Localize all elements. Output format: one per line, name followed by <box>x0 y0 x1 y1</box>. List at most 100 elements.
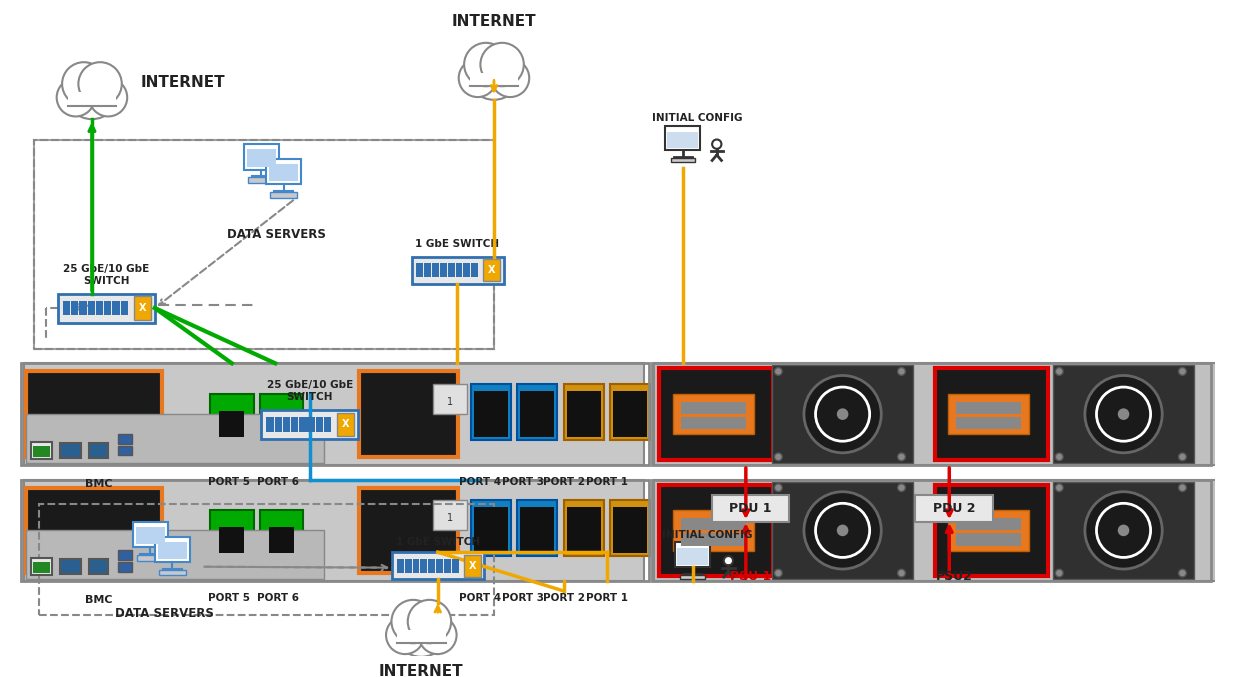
Bar <box>63 301 70 315</box>
Text: PORT 5: PORT 5 <box>207 477 249 487</box>
Bar <box>471 263 479 277</box>
Text: PORT 3: PORT 3 <box>502 593 544 603</box>
Bar <box>421 559 427 573</box>
Text: 25 GbE/10 GbE
SWITCH: 25 GbE/10 GbE SWITCH <box>63 264 149 286</box>
Bar <box>1054 481 1193 580</box>
Text: DATA SERVERS: DATA SERVERS <box>227 227 326 240</box>
Bar <box>673 510 754 550</box>
Bar <box>31 442 52 459</box>
Bar <box>118 562 132 571</box>
Bar <box>133 297 151 320</box>
Bar <box>72 301 79 315</box>
Circle shape <box>418 616 457 654</box>
Circle shape <box>897 453 906 461</box>
Bar <box>337 413 354 436</box>
Text: PORT 2: PORT 2 <box>543 593 585 603</box>
Bar <box>405 559 412 573</box>
Circle shape <box>491 59 529 97</box>
Bar <box>33 140 494 349</box>
Text: INITIAL CONFIG: INITIAL CONFIG <box>652 113 743 123</box>
Bar <box>359 487 458 573</box>
Bar <box>520 391 554 437</box>
Bar <box>89 443 109 458</box>
Bar <box>675 542 710 567</box>
Bar <box>137 555 164 561</box>
Bar <box>269 411 294 437</box>
Text: X: X <box>487 265 495 276</box>
Bar <box>397 559 404 573</box>
Circle shape <box>65 65 118 119</box>
Bar <box>267 159 301 184</box>
Bar <box>668 131 698 148</box>
Bar <box>155 537 190 562</box>
Bar <box>564 500 603 556</box>
Bar <box>416 263 423 277</box>
Bar <box>118 550 132 560</box>
Circle shape <box>394 603 448 657</box>
Bar <box>670 158 695 162</box>
Circle shape <box>62 62 105 106</box>
Circle shape <box>1178 368 1186 375</box>
Bar <box>566 391 601 437</box>
Bar <box>33 445 51 457</box>
Bar <box>210 510 253 566</box>
Bar <box>1054 366 1193 463</box>
Bar <box>112 301 120 315</box>
Circle shape <box>1055 368 1064 375</box>
Bar <box>673 394 754 435</box>
Bar <box>433 384 468 414</box>
Bar <box>517 384 558 439</box>
Bar <box>291 417 299 431</box>
Circle shape <box>79 62 122 106</box>
Bar <box>448 263 454 277</box>
Bar <box>956 518 1021 530</box>
Text: INTERNET: INTERNET <box>379 663 464 677</box>
Bar <box>31 558 52 575</box>
Circle shape <box>1055 484 1064 492</box>
Bar <box>89 559 109 575</box>
Bar <box>392 552 484 580</box>
Bar <box>33 562 51 573</box>
Bar <box>270 192 297 198</box>
Bar <box>659 485 772 576</box>
Circle shape <box>803 492 881 569</box>
Circle shape <box>1085 492 1162 569</box>
Bar <box>681 533 745 546</box>
Circle shape <box>1055 569 1064 577</box>
Text: PORT 3: PORT 3 <box>502 477 544 487</box>
Bar <box>772 366 913 463</box>
Bar <box>436 559 443 573</box>
Text: PORT 2: PORT 2 <box>543 477 585 487</box>
Bar <box>26 531 323 580</box>
Bar <box>412 559 420 573</box>
Circle shape <box>464 43 507 86</box>
Bar <box>610 500 650 556</box>
Text: 1 GbE SWITCH: 1 GbE SWITCH <box>415 239 500 249</box>
Bar <box>464 263 470 277</box>
Bar <box>283 417 290 431</box>
Text: 1: 1 <box>447 397 453 407</box>
Bar <box>397 630 445 643</box>
Circle shape <box>897 569 906 577</box>
Bar <box>428 559 436 573</box>
Bar <box>158 542 186 559</box>
Bar <box>680 575 705 579</box>
Text: X: X <box>138 303 146 313</box>
Bar <box>654 479 1215 582</box>
Bar <box>121 301 128 315</box>
Circle shape <box>897 368 906 375</box>
Bar <box>262 410 358 439</box>
Bar <box>956 402 1021 414</box>
Bar <box>444 559 450 573</box>
Bar <box>118 434 132 443</box>
Text: 25 GbE/10 GbE
SWITCH: 25 GbE/10 GbE SWITCH <box>267 380 353 402</box>
Bar <box>916 495 993 522</box>
Bar <box>21 364 649 465</box>
Bar <box>681 402 745 414</box>
Text: PORT 5: PORT 5 <box>207 593 249 603</box>
Bar <box>470 72 518 86</box>
Bar <box>88 301 95 315</box>
Circle shape <box>775 484 782 492</box>
Bar <box>274 417 281 431</box>
Bar <box>432 263 439 277</box>
